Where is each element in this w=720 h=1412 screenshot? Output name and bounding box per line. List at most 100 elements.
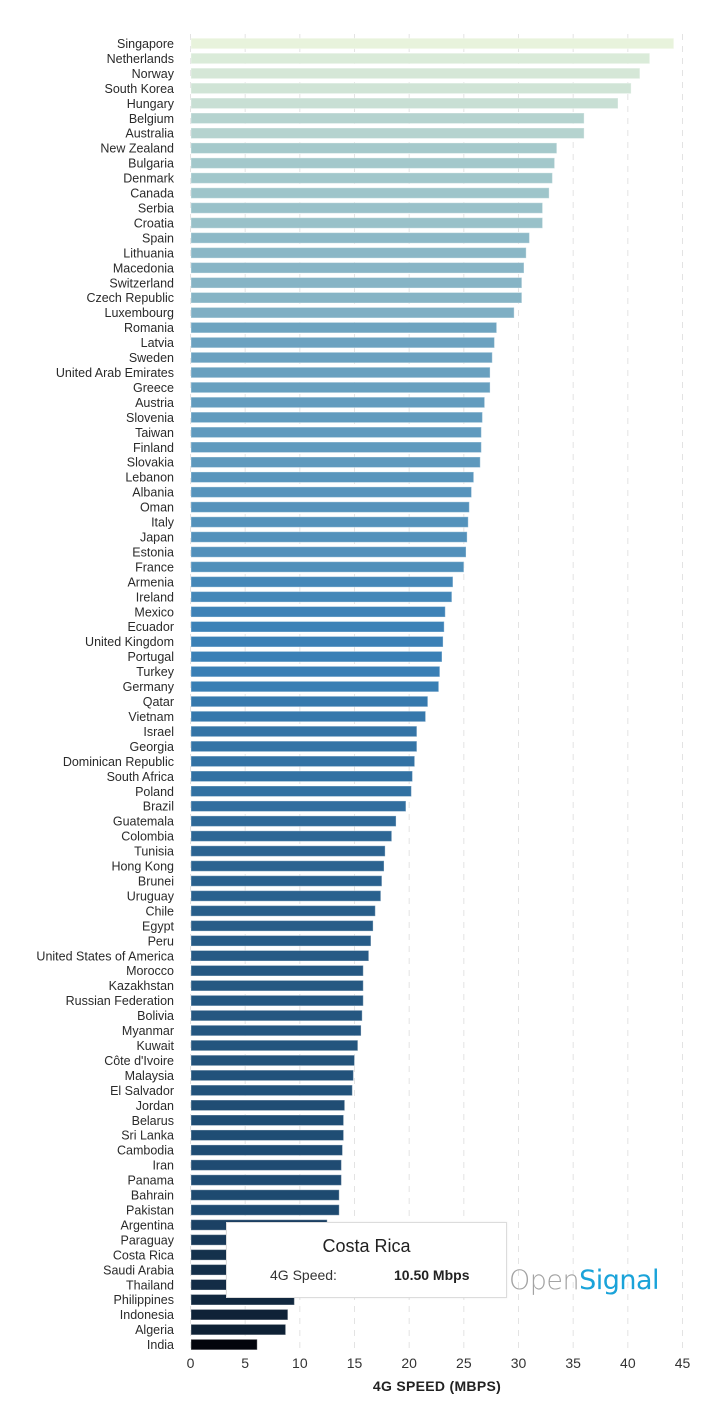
- bar[interactable]: [190, 1308, 289, 1321]
- category-label: Czech Republic: [86, 291, 174, 305]
- bar[interactable]: [190, 546, 467, 558]
- bar[interactable]: [190, 381, 491, 394]
- bar[interactable]: [190, 396, 486, 409]
- category-label: Iran: [152, 1159, 174, 1173]
- category-label: Portugal: [127, 650, 174, 664]
- bar[interactable]: [190, 202, 544, 214]
- bar[interactable]: [190, 321, 498, 334]
- bar[interactable]: [190, 291, 523, 304]
- bar[interactable]: [190, 1159, 342, 1171]
- bar[interactable]: [190, 695, 429, 708]
- bar[interactable]: [190, 516, 469, 528]
- bar[interactable]: [190, 1144, 343, 1156]
- category-label: Philippines: [114, 1293, 174, 1307]
- bar[interactable]: [190, 127, 585, 139]
- category-label: Croatia: [134, 216, 174, 230]
- bar[interactable]: [190, 247, 527, 259]
- bar[interactable]: [190, 1069, 354, 1082]
- category-label: Kazakhstan: [109, 979, 174, 993]
- bar[interactable]: [190, 336, 495, 349]
- bar[interactable]: [190, 456, 481, 468]
- bar[interactable]: [190, 830, 393, 842]
- category-label: Lithuania: [123, 246, 174, 260]
- bar[interactable]: [190, 979, 364, 992]
- bar[interactable]: [190, 740, 418, 753]
- bar[interactable]: [190, 351, 493, 364]
- bar[interactable]: [190, 1099, 346, 1112]
- bar[interactable]: [190, 531, 468, 543]
- category-label: Jordan: [136, 1099, 174, 1113]
- bar[interactable]: [190, 217, 544, 229]
- bar[interactable]: [190, 142, 558, 154]
- bar[interactable]: [190, 964, 364, 977]
- category-label: Pakistan: [126, 1203, 174, 1217]
- bar[interactable]: [190, 67, 641, 80]
- bar[interactable]: [190, 860, 385, 872]
- bar[interactable]: [190, 501, 470, 513]
- bar[interactable]: [190, 37, 675, 50]
- bar[interactable]: [190, 845, 386, 857]
- bar[interactable]: [190, 770, 413, 783]
- bar[interactable]: [190, 277, 523, 289]
- bar[interactable]: [190, 785, 412, 797]
- category-label: Romania: [124, 321, 174, 335]
- category-label: United Kingdom: [85, 635, 174, 649]
- bar[interactable]: [190, 1039, 359, 1052]
- bar[interactable]: [190, 426, 482, 439]
- bar[interactable]: [190, 52, 651, 65]
- bar[interactable]: [190, 890, 382, 902]
- bar[interactable]: [190, 306, 515, 319]
- bar[interactable]: [190, 97, 619, 110]
- bar[interactable]: [190, 486, 472, 498]
- category-label: Paraguay: [120, 1233, 174, 1247]
- bar[interactable]: [190, 232, 530, 244]
- bar[interactable]: [190, 411, 483, 424]
- bar[interactable]: [190, 635, 444, 648]
- bar[interactable]: [190, 815, 397, 827]
- bar[interactable]: [190, 1323, 287, 1336]
- bar[interactable]: [190, 157, 556, 169]
- bar[interactable]: [190, 680, 440, 693]
- bar[interactable]: [190, 262, 525, 274]
- bar[interactable]: [190, 112, 585, 125]
- bar[interactable]: [190, 1204, 340, 1216]
- bar[interactable]: [190, 755, 416, 768]
- tooltip-label: 4G Speed:: [270, 1267, 337, 1283]
- bar[interactable]: [190, 1114, 345, 1127]
- bar[interactable]: [190, 1009, 363, 1022]
- bar[interactable]: [190, 1054, 355, 1067]
- bar[interactable]: [190, 994, 364, 1007]
- bar[interactable]: [190, 561, 465, 573]
- bar[interactable]: [190, 1024, 362, 1037]
- bar[interactable]: [190, 1189, 340, 1201]
- bar[interactable]: [190, 1174, 342, 1186]
- category-label: Argentina: [120, 1218, 174, 1232]
- x-tick-label: 30: [511, 1355, 527, 1371]
- bar[interactable]: [190, 471, 475, 483]
- bar[interactable]: [190, 875, 383, 887]
- category-label: Hungary: [127, 97, 175, 111]
- bar[interactable]: [190, 800, 407, 812]
- bar[interactable]: [190, 1129, 345, 1141]
- bar[interactable]: [190, 650, 443, 663]
- bar[interactable]: [190, 665, 441, 678]
- bar[interactable]: [190, 710, 427, 723]
- bar[interactable]: [190, 950, 370, 962]
- bar[interactable]: [190, 576, 454, 588]
- bar[interactable]: [190, 366, 491, 379]
- category-label: Qatar: [143, 695, 174, 709]
- bar[interactable]: [190, 82, 632, 95]
- bar[interactable]: [190, 441, 482, 454]
- bar[interactable]: [190, 606, 446, 618]
- bar[interactable]: [190, 725, 418, 738]
- bar[interactable]: [190, 620, 445, 633]
- x-tick-label: 20: [401, 1355, 417, 1371]
- bar[interactable]: [190, 935, 372, 947]
- bar[interactable]: [190, 591, 453, 603]
- bar[interactable]: [190, 187, 550, 199]
- bar[interactable]: [190, 1084, 353, 1097]
- bar[interactable]: [190, 905, 376, 917]
- bar[interactable]: [190, 172, 553, 184]
- bar[interactable]: [190, 1338, 258, 1351]
- bar[interactable]: [190, 920, 374, 932]
